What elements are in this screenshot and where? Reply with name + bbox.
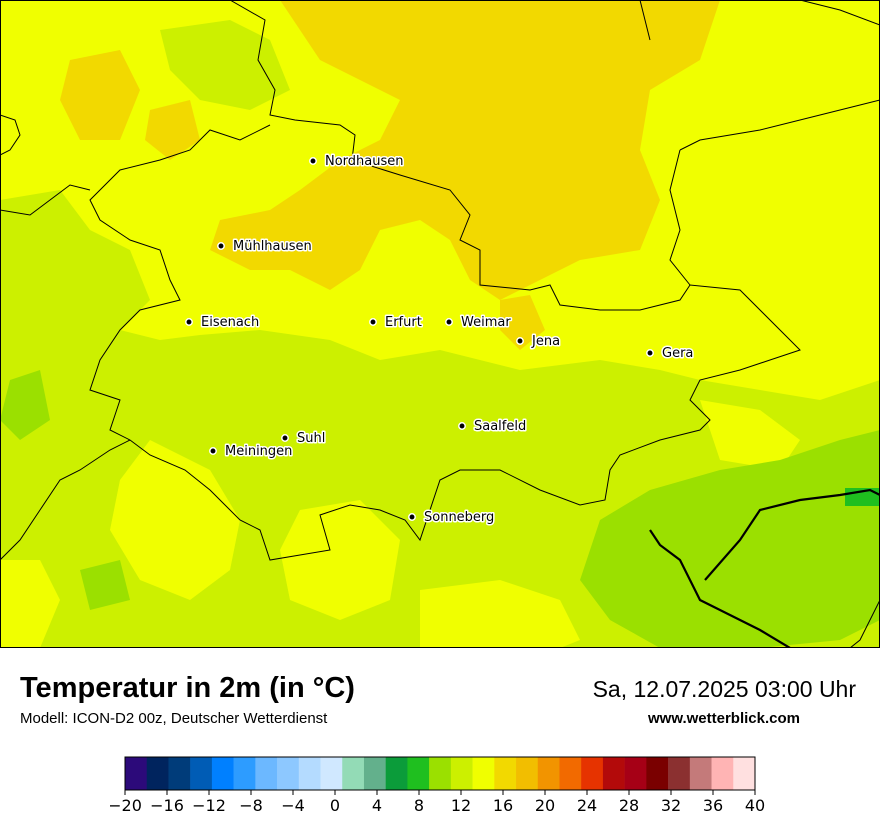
svg-text:Gera: Gera	[662, 346, 693, 361]
legend-swatch	[233, 757, 256, 790]
legend-swatch	[668, 757, 691, 790]
legend-tick-label: 4	[372, 796, 382, 815]
website-url[interactable]: www.wetterblick.com	[648, 710, 800, 727]
legend-tick-label: 0	[330, 796, 340, 815]
legend-swatch	[450, 757, 473, 790]
legend-swatch	[190, 757, 213, 790]
legend-swatch	[146, 757, 169, 790]
legend-swatch	[363, 757, 386, 790]
svg-text:Saalfeld: Saalfeld	[474, 419, 526, 434]
legend-swatch	[559, 757, 582, 790]
legend-tick-label: 28	[619, 796, 639, 815]
legend-swatch	[733, 757, 756, 790]
city-eisenach: Eisenach	[185, 314, 261, 332]
legend-tick-label: 8	[414, 796, 424, 815]
legend-swatch	[472, 757, 495, 790]
temp-field-green	[0, 370, 880, 648]
city-saalfeld: Saalfeld	[458, 418, 528, 436]
forecast-datetime: Sa, 12.07.2025 03:00 Uhr	[592, 676, 856, 702]
city-suhl: Suhl	[281, 430, 327, 448]
legend-tick-label: −8	[239, 796, 263, 815]
state-borders	[0, 0, 880, 648]
svg-text:Jena: Jena	[531, 334, 560, 349]
model-info: Modell: ICON-D2 00z, Deutscher Wetterdie…	[20, 710, 328, 727]
svg-text:Suhl: Suhl	[297, 431, 325, 446]
legend-swatches	[125, 757, 756, 790]
temperature-map: Nordhausen Mühlhausen Eisenach Erfurt We…	[0, 0, 880, 648]
country-border	[649, 488, 880, 648]
svg-text:Eisenach: Eisenach	[201, 315, 259, 330]
color-legend: −20 −16 −12 −8 −4 0 4 8 12 16 20 24 28 32 36 40	[110, 756, 765, 815]
map-title: Temperatur in 2m (in °C)	[20, 672, 355, 704]
legend-tick-label: 40	[745, 796, 765, 815]
legend-swatch	[494, 757, 517, 790]
legend-swatch	[277, 757, 300, 790]
temp-field-gold	[60, 0, 720, 350]
city-erfurt: Erfurt	[369, 314, 423, 332]
legend-swatch	[602, 757, 625, 790]
legend-swatch	[711, 757, 734, 790]
legend-swatch	[646, 757, 669, 790]
legend-tick-label: −4	[281, 796, 305, 815]
legend-tick-label: −16	[150, 796, 184, 815]
city-nordhausen: Nordhausen	[309, 153, 405, 171]
city-gera: Gera	[646, 345, 695, 363]
svg-text:Mühlhausen: Mühlhausen	[233, 239, 312, 254]
legend-swatch	[407, 757, 430, 790]
svg-text:Sonneberg: Sonneberg	[424, 510, 494, 525]
legend-tick-label: 12	[451, 796, 471, 815]
city-jena: Jena	[516, 333, 562, 351]
legend-swatch	[211, 757, 234, 790]
legend-swatch	[689, 757, 712, 790]
legend-swatch	[624, 757, 647, 790]
legend-swatch	[429, 757, 452, 790]
city-muehlhausen: Mühlhausen	[217, 238, 313, 256]
legend-swatch	[298, 757, 321, 790]
legend-swatch	[320, 757, 343, 790]
legend-tick-label: −20	[110, 796, 142, 815]
legend-swatch	[385, 757, 408, 790]
legend-tick-label: 32	[661, 796, 681, 815]
legend-swatch	[125, 757, 148, 790]
city-markers: Nordhausen Mühlhausen Eisenach Erfurt We…	[185, 153, 695, 527]
city-sonneberg: Sonneberg	[408, 509, 496, 527]
city-weimar: Weimar	[445, 314, 513, 332]
svg-text:Weimar: Weimar	[461, 315, 511, 330]
legend-swatch	[537, 757, 560, 790]
svg-text:Nordhausen: Nordhausen	[325, 154, 404, 169]
city-meiningen: Meiningen	[209, 443, 294, 461]
legend-tick-label: −12	[192, 796, 226, 815]
svg-text:Meiningen: Meiningen	[225, 444, 292, 459]
legend-swatch	[168, 757, 191, 790]
svg-text:Erfurt: Erfurt	[385, 315, 422, 330]
legend-tick-label: 36	[703, 796, 723, 815]
legend-swatch	[255, 757, 278, 790]
legend-tick-label: 16	[493, 796, 513, 815]
temp-field-yellow-patches	[0, 400, 800, 648]
legend-frame	[124, 756, 756, 791]
legend-ticks: −20 −16 −12 −8 −4 0 4 8 12 16 20 24 28 32 36 40	[110, 790, 765, 815]
legend-swatch	[581, 757, 604, 790]
legend-tick-label: 24	[577, 796, 597, 815]
legend-tick-label: 20	[535, 796, 555, 815]
legend-swatch	[516, 757, 539, 790]
legend-swatch	[342, 757, 365, 790]
